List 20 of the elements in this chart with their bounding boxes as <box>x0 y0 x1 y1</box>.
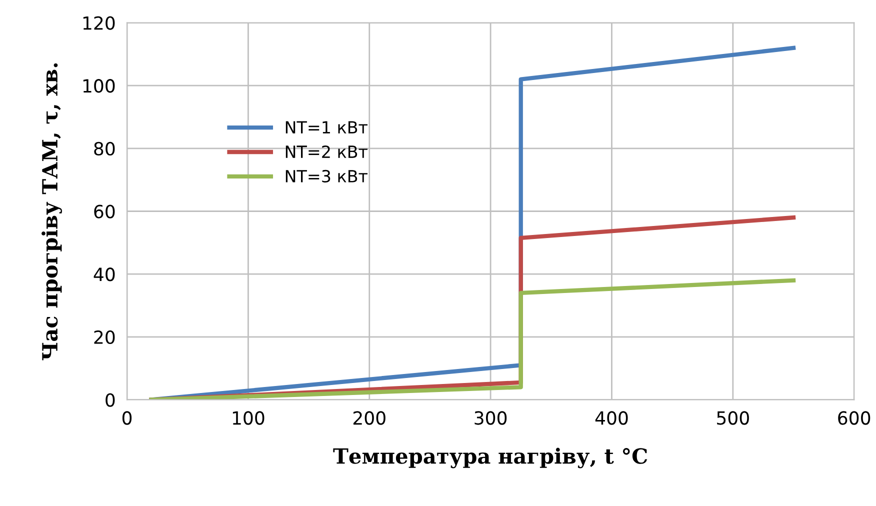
legend-label: NT=1 кВт <box>286 121 368 134</box>
y-tick-label: 100 <box>83 79 115 93</box>
x-tick-label: 300 <box>474 411 507 425</box>
x-tick-label: 0 <box>122 411 132 425</box>
x-axis-title: Температура нагріву, t °C <box>333 448 648 468</box>
x-tick-label: 500 <box>717 411 749 425</box>
y-tick-label: 0 <box>106 393 115 407</box>
x-tick-label: 200 <box>353 411 386 425</box>
x-tick-label: 100 <box>232 411 264 425</box>
y-axis-title: Час прогріву ТАМ, τ, хв. <box>42 63 62 360</box>
y-tick-label: 40 <box>94 268 115 282</box>
y-tick-label: 60 <box>94 204 115 218</box>
x-tick-label: 600 <box>838 411 870 425</box>
y-tick-label: 80 <box>94 142 115 156</box>
y-tick-label: 20 <box>94 330 115 344</box>
x-tick-label: 400 <box>595 411 628 425</box>
legend-label: NT=2 кВт <box>286 145 368 158</box>
legend-label: NT=3 кВт <box>286 170 368 183</box>
line-series <box>149 278 796 400</box>
y-tick-label: 120 <box>83 16 115 30</box>
